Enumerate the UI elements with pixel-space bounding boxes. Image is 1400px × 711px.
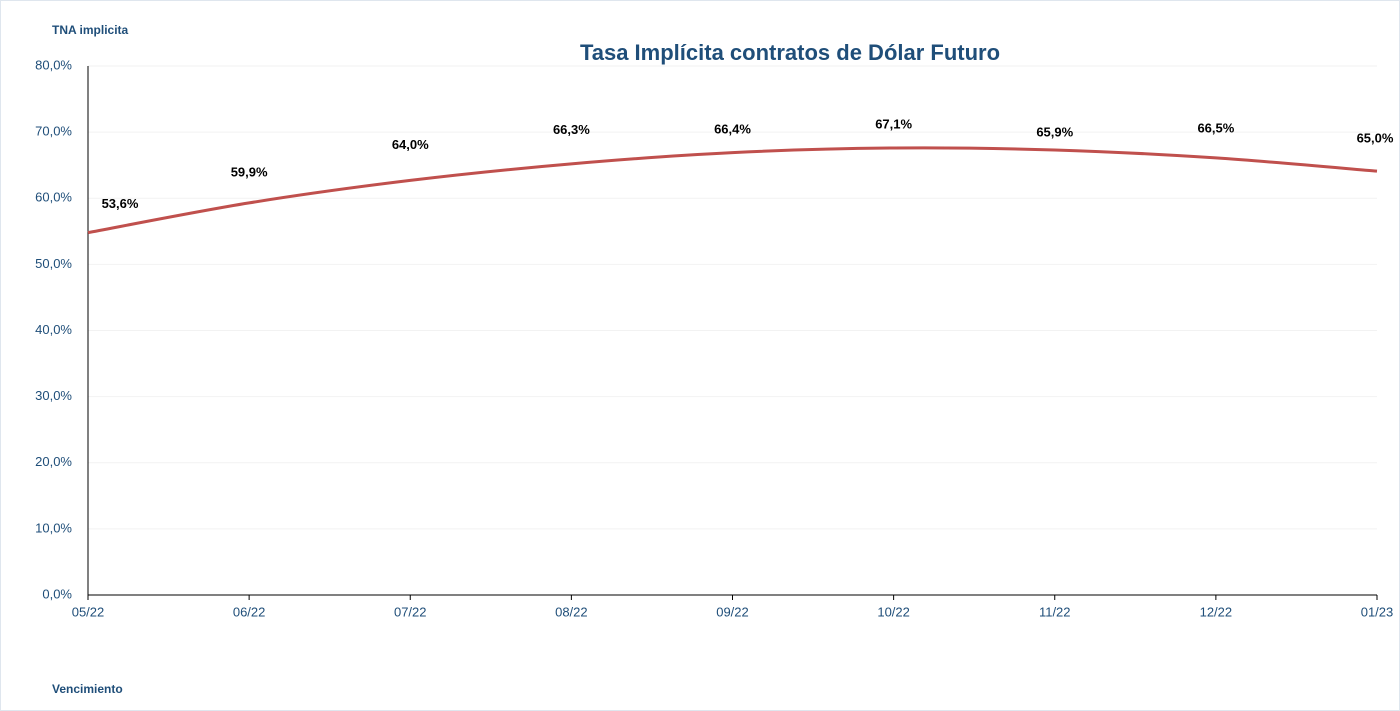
x-tick-label: 07/22 — [394, 604, 427, 619]
y-tick-label: 40,0% — [35, 322, 72, 337]
data-label: 65,0% — [1357, 131, 1394, 146]
x-tick-label: 06/22 — [233, 604, 266, 619]
x-tick-label: 11/22 — [1039, 604, 1071, 619]
data-label: 64,0% — [392, 137, 429, 152]
data-label: 67,1% — [875, 117, 912, 132]
data-label: 66,5% — [1197, 121, 1234, 136]
trendline — [87, 146, 1378, 235]
y-tick-label: 70,0% — [35, 124, 72, 139]
x-axis-title: Vencimiento — [52, 682, 123, 696]
y-tick-label: 80,0% — [35, 57, 72, 72]
data-label: 53,6% — [102, 196, 139, 211]
y-tick-label: 10,0% — [35, 520, 72, 535]
x-tick-label: 10/22 — [877, 604, 910, 619]
y-tick-label: 20,0% — [35, 454, 72, 469]
x-tick-label: 09/22 — [716, 604, 749, 619]
y-tick-label: 50,0% — [35, 256, 72, 271]
data-label: 59,9% — [231, 164, 268, 179]
x-tick-label: 08/22 — [555, 604, 588, 619]
data-label: 66,3% — [553, 122, 590, 137]
y-tick-label: 30,0% — [35, 388, 72, 403]
x-tick-label: 12/22 — [1200, 604, 1233, 619]
y-tick-label: 60,0% — [35, 190, 72, 205]
data-label: 66,4% — [714, 121, 751, 136]
y-axis-title: TNA implicita — [52, 23, 129, 37]
x-tick-label: 05/22 — [72, 604, 105, 619]
chart-title: Tasa Implícita contratos de Dólar Futuro — [580, 40, 1000, 65]
y-tick-label: 0,0% — [42, 586, 72, 601]
data-label: 65,9% — [1036, 125, 1073, 140]
x-tick-label: 01/23 — [1361, 604, 1394, 619]
